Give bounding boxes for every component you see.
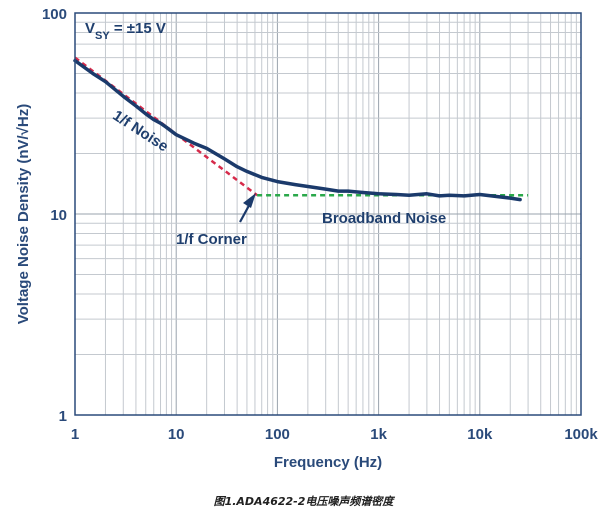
series-layer (73, 56, 529, 202)
x-tick-label: 100 (265, 426, 290, 443)
plot-frame (74, 12, 582, 416)
noise-density-line (73, 58, 522, 202)
y-tick-label: 100 (42, 6, 67, 23)
tick-labels: 1 10 100 1k 10k 100k 1 10 100 (42, 6, 598, 443)
figure-caption: 图1.ADA4622-2电压噪声频谱密度 (213, 495, 394, 508)
y-tick-label: 1 (59, 408, 67, 425)
x-tick-label: 1k (370, 426, 387, 443)
x-tick-label: 100k (564, 426, 598, 443)
condition-label: VSY = ±15 V (85, 20, 166, 42)
x-axis-title: Frequency (Hz) (274, 454, 382, 471)
corner-arrowhead (243, 193, 256, 208)
annotation-1f-corner: 1/f Corner (176, 231, 247, 248)
y-axis-title: Voltage Noise Density (nV/√Hz) (15, 104, 32, 325)
grid (74, 13, 581, 416)
x-tick-label: 10 (168, 426, 185, 443)
y-tick-label: 10 (50, 207, 67, 224)
annotation-broadband-noise: Broadband Noise (322, 210, 446, 227)
annotation-1f-noise: 1/f Noise (110, 107, 172, 155)
x-tick-label: 1 (71, 426, 79, 443)
x-tick-label: 10k (467, 426, 493, 443)
